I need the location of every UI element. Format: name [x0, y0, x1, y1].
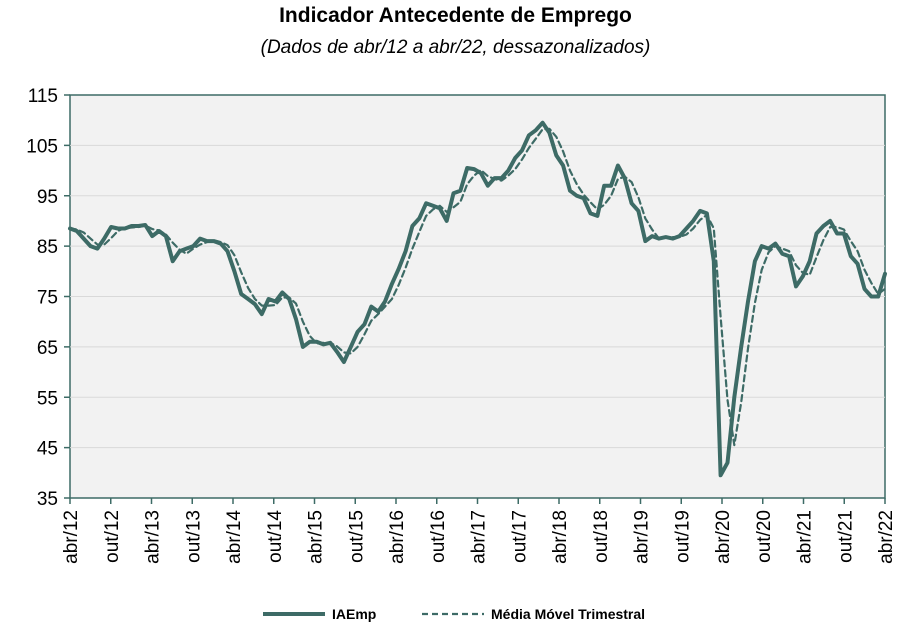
- x-tick-label: abr/21: [795, 510, 816, 564]
- y-tick-label: 95: [37, 187, 58, 208]
- x-tick-label: out/21: [835, 510, 856, 563]
- y-tick-label: 45: [37, 439, 58, 460]
- x-axis-ticks: abr/12 out/12 abr/13 out/13 abr/14 out/14 abr/…: [61, 498, 897, 564]
- x-tick-label: abr/19: [632, 510, 653, 564]
- y-tick-label: 75: [37, 288, 58, 309]
- gridlines: [70, 144, 885, 449]
- y-tick-label: 35: [37, 489, 58, 510]
- x-tick-label: abr/12: [61, 510, 82, 564]
- x-tick-label: out/14: [265, 510, 286, 563]
- x-tick-label: out/13: [183, 510, 204, 563]
- x-tick-label: abr/15: [306, 510, 327, 564]
- y-axis-ticks: 35 45 55 65 75 85 95 105 115: [26, 86, 70, 510]
- chart-subtitle: (Dados de abr/12 a abr/22, dessazonaliza…: [260, 37, 651, 58]
- y-tick-label: 105: [26, 136, 58, 157]
- x-tick-label: abr/22: [876, 510, 897, 564]
- x-tick-label: abr/13: [143, 510, 164, 564]
- x-tick-label: out/12: [102, 510, 123, 563]
- x-tick-label: out/18: [591, 510, 612, 563]
- x-tick-label: abr/20: [713, 510, 734, 564]
- series-lines: [68, 120, 887, 478]
- x-tick-label: abr/17: [469, 510, 490, 564]
- chart-title: Indicador Antecedente de Emprego: [279, 4, 632, 27]
- y-tick-label: 55: [37, 388, 58, 409]
- x-tick-label: out/20: [754, 510, 775, 563]
- y-tick-label: 65: [37, 338, 58, 359]
- y-tick-label: 85: [37, 237, 58, 258]
- x-tick-label: abr/18: [550, 510, 571, 564]
- series-line-iaemp: [68, 120, 887, 478]
- x-tick-label: out/15: [346, 510, 367, 563]
- y-tick-label: 115: [28, 86, 58, 107]
- x-tick-label: out/17: [509, 510, 530, 563]
- x-tick-label: out/19: [672, 510, 693, 563]
- legend-label: IAEmp: [332, 606, 376, 622]
- x-tick-label: out/16: [428, 510, 449, 563]
- legend: IAEmp Média Móvel Trimestral: [263, 606, 645, 622]
- x-tick-label: abr/14: [224, 510, 245, 564]
- legend-label: Média Móvel Trimestral: [491, 606, 645, 622]
- x-tick-label: abr/16: [387, 510, 408, 564]
